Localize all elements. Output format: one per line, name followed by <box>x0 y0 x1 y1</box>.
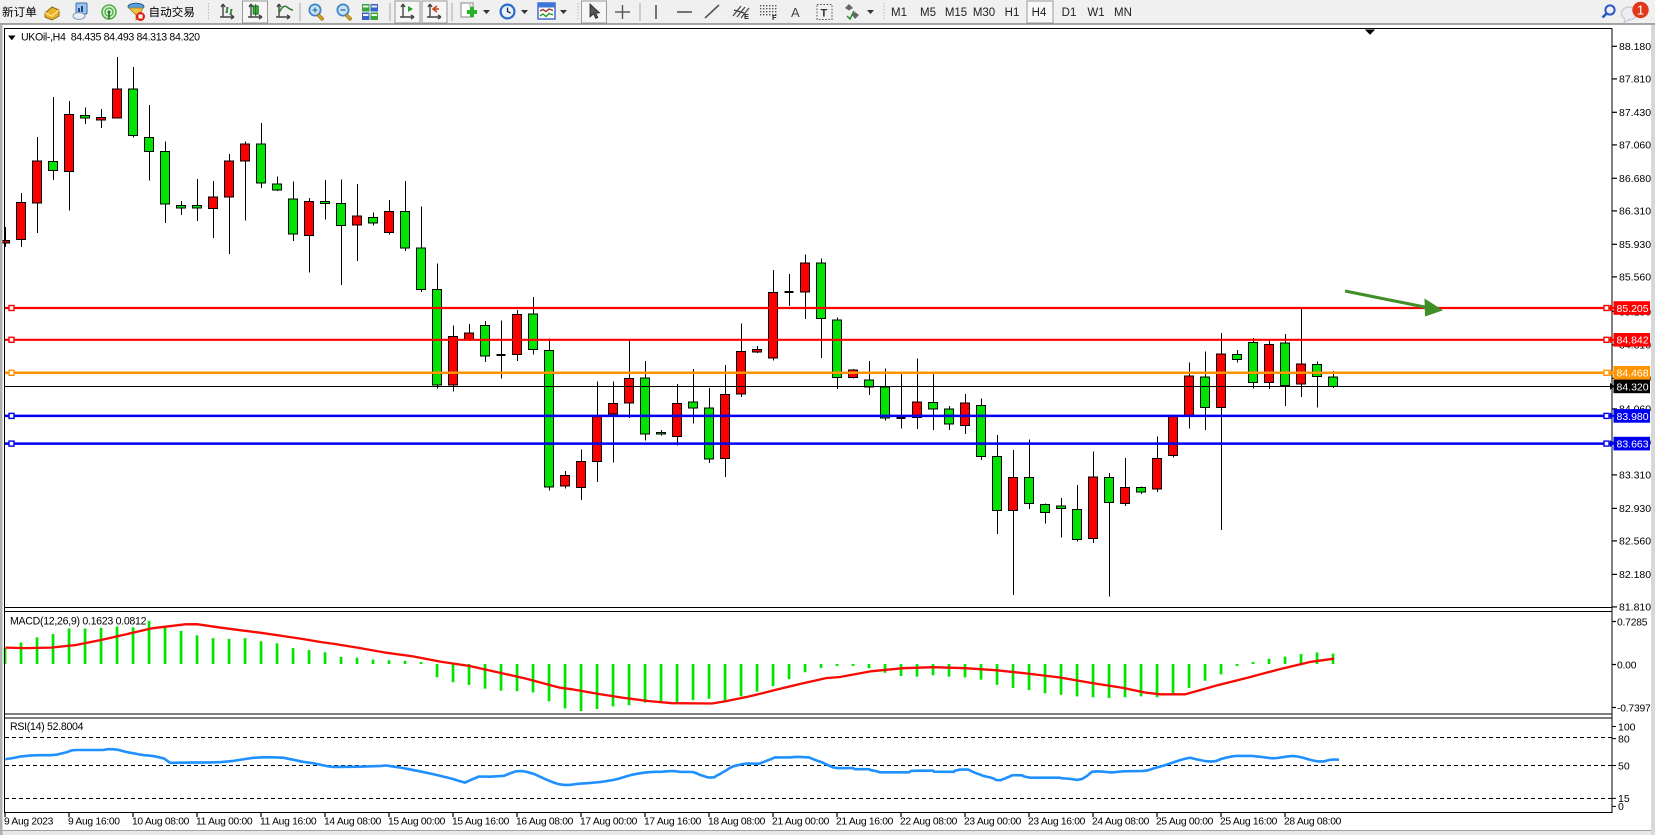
svg-text:15 Aug 00:00: 15 Aug 00:00 <box>388 817 446 828</box>
svg-text:83.980: 83.980 <box>1617 411 1649 423</box>
svg-text:85.205: 85.205 <box>1617 303 1649 315</box>
svg-text:22 Aug 08:00: 22 Aug 08:00 <box>900 817 958 828</box>
svg-text:15: 15 <box>1618 793 1630 805</box>
svg-text:23 Aug 00:00: 23 Aug 00:00 <box>964 817 1022 828</box>
svg-text:RSI(14) 52.8004: RSI(14) 52.8004 <box>10 721 84 733</box>
svg-text:0.00: 0.00 <box>1617 660 1637 671</box>
svg-text:82.930: 82.930 <box>1619 503 1651 515</box>
svg-text:0: 0 <box>1618 801 1624 813</box>
svg-text:M5: M5 <box>920 7 936 19</box>
svg-text:16 Aug 08:00: 16 Aug 08:00 <box>516 817 574 828</box>
svg-text:-0.7397: -0.7397 <box>1617 703 1651 714</box>
svg-text:MACD(12,26,9) 0.1623 0.0812: MACD(12,26,9) 0.1623 0.0812 <box>10 616 147 628</box>
svg-text:86.680: 86.680 <box>1619 173 1651 185</box>
svg-text:M15: M15 <box>945 7 967 19</box>
svg-text:85.930: 85.930 <box>1619 239 1651 251</box>
svg-text:9 Aug 16:00: 9 Aug 16:00 <box>68 817 120 828</box>
svg-text:10 Aug 08:00: 10 Aug 08:00 <box>132 817 190 828</box>
svg-text:D1: D1 <box>1062 7 1077 19</box>
svg-text:84.468: 84.468 <box>1617 368 1649 380</box>
svg-text:11 Aug 16:00: 11 Aug 16:00 <box>260 817 317 828</box>
svg-text:25 Aug 00:00: 25 Aug 00:00 <box>1156 817 1214 828</box>
svg-text:18 Aug 08:00: 18 Aug 08:00 <box>708 817 766 828</box>
svg-text:W1: W1 <box>1087 7 1104 19</box>
svg-text:F: F <box>772 13 777 22</box>
svg-text:85.560: 85.560 <box>1619 272 1651 284</box>
svg-text:84.842: 84.842 <box>1617 335 1649 347</box>
svg-text:23 Aug 16:00: 23 Aug 16:00 <box>1028 817 1086 828</box>
svg-text:87.060: 87.060 <box>1619 140 1651 152</box>
svg-text:88.180: 88.180 <box>1619 41 1651 53</box>
svg-text:1: 1 <box>1637 3 1644 18</box>
svg-text:T: T <box>821 8 828 20</box>
svg-text:28 Aug 08:00: 28 Aug 08:00 <box>1284 817 1342 828</box>
svg-text:80: 80 <box>1618 733 1630 745</box>
svg-text:82.560: 82.560 <box>1619 536 1651 548</box>
svg-text:82.180: 82.180 <box>1619 569 1651 581</box>
svg-text:0.7285: 0.7285 <box>1617 617 1648 628</box>
svg-text:9 Aug 2023: 9 Aug 2023 <box>4 817 54 828</box>
svg-text:H4: H4 <box>1032 7 1047 19</box>
svg-text:86.310: 86.310 <box>1619 206 1651 218</box>
svg-text:11 Aug 00:00: 11 Aug 00:00 <box>196 817 253 828</box>
svg-text:21 Aug 00:00: 21 Aug 00:00 <box>772 817 830 828</box>
svg-text:25 Aug 16:00: 25 Aug 16:00 <box>1220 817 1278 828</box>
svg-text:15 Aug 16:00: 15 Aug 16:00 <box>452 817 510 828</box>
svg-text:100: 100 <box>1618 721 1636 733</box>
svg-text:A: A <box>791 5 800 20</box>
svg-text:M1: M1 <box>891 7 907 19</box>
svg-text:H1: H1 <box>1005 7 1020 19</box>
svg-text:MN: MN <box>1114 7 1132 19</box>
svg-text:14 Aug 08:00: 14 Aug 08:00 <box>324 817 382 828</box>
svg-text:17 Aug 00:00: 17 Aug 00:00 <box>580 817 638 828</box>
svg-text:UKOil-,H4 84.435 84.493 84.31: UKOil-,H4 84.435 84.493 84.313 84.320 <box>21 31 200 43</box>
svg-text:24 Aug 08:00: 24 Aug 08:00 <box>1092 817 1150 828</box>
svg-text:87.430: 87.430 <box>1619 107 1651 119</box>
svg-text:83.310: 83.310 <box>1619 470 1651 482</box>
svg-text:21 Aug 16:00: 21 Aug 16:00 <box>836 817 894 828</box>
svg-text:E: E <box>744 12 749 21</box>
svg-text:83.663: 83.663 <box>1617 439 1649 451</box>
svg-text:81.810: 81.810 <box>1619 602 1651 614</box>
svg-text:87.810: 87.810 <box>1619 74 1651 86</box>
svg-text:M30: M30 <box>973 7 995 19</box>
svg-text:17 Aug 16:00: 17 Aug 16:00 <box>644 817 702 828</box>
svg-text:84.320: 84.320 <box>1617 381 1649 393</box>
svg-text:50: 50 <box>1618 760 1630 772</box>
